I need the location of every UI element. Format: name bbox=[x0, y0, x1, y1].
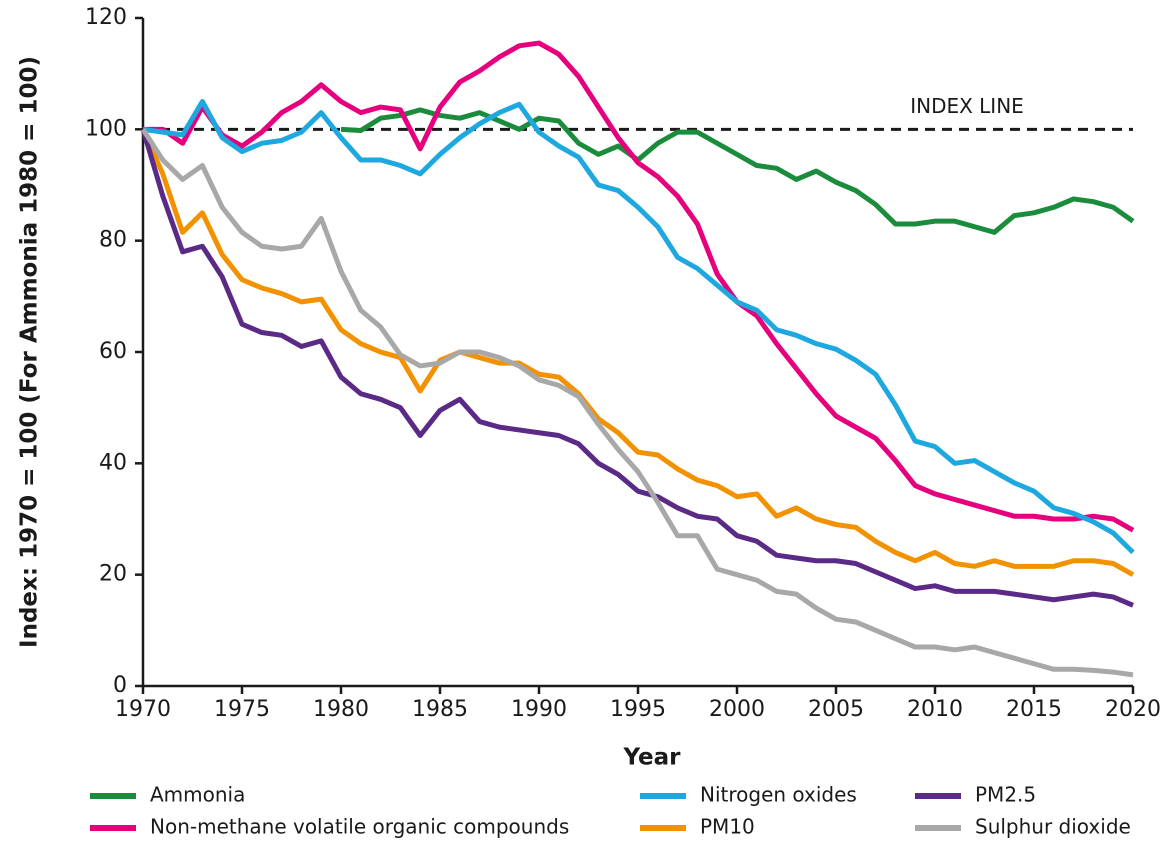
legend-label: PM10 bbox=[700, 815, 755, 839]
series-line bbox=[143, 40, 1135, 533]
legend-label: Non-methane volatile organic compounds bbox=[150, 815, 569, 839]
y-tick-label: 0 bbox=[113, 673, 127, 698]
index-line-label: INDEX LINE bbox=[910, 94, 1024, 118]
y-tick-label: 20 bbox=[99, 562, 127, 587]
y-tick-label: 80 bbox=[99, 228, 127, 253]
legend-label: PM2.5 bbox=[975, 783, 1036, 807]
legend-label: Sulphur dioxide bbox=[975, 815, 1131, 839]
series-line bbox=[140, 128, 1134, 608]
x-tick-label: 1995 bbox=[610, 697, 666, 722]
x-tick-label: 1980 bbox=[313, 697, 369, 722]
series-line bbox=[340, 107, 1135, 235]
series-line bbox=[142, 99, 1135, 555]
series-line bbox=[140, 127, 1134, 678]
x-tick-label: 1985 bbox=[412, 697, 468, 722]
legend-label: Ammonia bbox=[150, 783, 245, 807]
x-tick-label: 2000 bbox=[709, 697, 765, 722]
x-tick-label: 1990 bbox=[511, 697, 567, 722]
y-axis-label: Index: 1970 = 100 (For Ammonia 1980 = 10… bbox=[17, 56, 43, 648]
legend-label: Nitrogen oxides bbox=[700, 783, 857, 807]
y-tick-label: 120 bbox=[85, 5, 127, 30]
x-axis-label: Year bbox=[622, 745, 681, 771]
x-tick-label: 2015 bbox=[1006, 697, 1062, 722]
x-tick-label: 1975 bbox=[214, 697, 270, 722]
y-tick-label: 100 bbox=[85, 116, 127, 141]
x-tick-label: 1970 bbox=[115, 697, 171, 722]
x-tick-label: 2005 bbox=[808, 697, 864, 722]
x-tick-label: 2020 bbox=[1105, 697, 1161, 722]
y-tick-label: 40 bbox=[99, 450, 127, 475]
x-tick-label: 2010 bbox=[907, 697, 963, 722]
y-tick-label: 60 bbox=[99, 339, 127, 364]
series-line bbox=[140, 128, 1135, 577]
